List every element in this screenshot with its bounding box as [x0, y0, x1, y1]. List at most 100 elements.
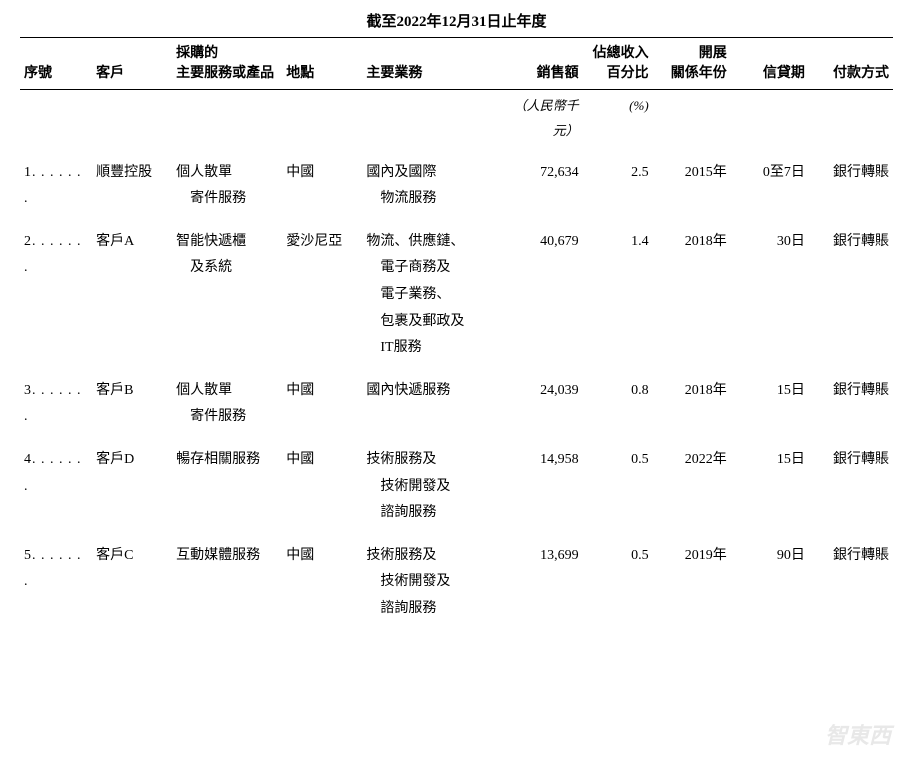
table-cell: 24,039: [493, 370, 583, 439]
business-line: 諮詢服務: [366, 500, 488, 527]
business-line: 技術開發及: [366, 474, 488, 501]
table-cell: 個人散單寄件服務: [172, 370, 282, 439]
table-cell: 0至7日: [731, 152, 809, 221]
col-header-service: 採購的 主要服務或產品: [172, 38, 282, 90]
business-line: 諮詢服務: [366, 596, 488, 623]
table-cell: 2022年: [653, 439, 731, 535]
table-cell: 14,958: [493, 439, 583, 535]
table-cell: 中國: [282, 370, 362, 439]
table-cell: 愛沙尼亞: [282, 221, 362, 370]
sales-value: 13,699: [540, 548, 579, 563]
sales-value: 14,958: [540, 452, 579, 467]
table-row: 2. . . . . . .客戶A智能快遞櫃及系統愛沙尼亞物流、供應鏈、電子商務…: [20, 221, 893, 370]
business-line: IT服務: [366, 335, 488, 362]
table-cell: 智能快遞櫃及系統: [172, 221, 282, 370]
customer-value: 客戶B: [96, 383, 133, 398]
payment-value: 銀行轉賬: [833, 383, 889, 398]
percent-value: 0.8: [631, 383, 649, 398]
table-cell: 技術服務及技術開發及諮詢服務: [362, 535, 492, 631]
table-cell: 客戶B: [92, 370, 172, 439]
table-cell: 1. . . . . . .: [20, 152, 92, 221]
sales-value: 24,039: [540, 383, 579, 398]
business-line: 國內及國際: [366, 165, 436, 180]
table-cell: 2. . . . . . .: [20, 221, 92, 370]
service-line: 寄件服務: [176, 404, 278, 431]
seq-value: 5. . . . . . .: [24, 548, 82, 590]
sales-unit: （人民幣千元）: [493, 90, 583, 152]
table-cell: 3. . . . . . .: [20, 370, 92, 439]
table-cell: 4. . . . . . .: [20, 439, 92, 535]
subheader-row: （人民幣千元） (%): [20, 90, 893, 152]
table-cell: 暢存相關服務: [172, 439, 282, 535]
service-line: 智能快遞櫃: [176, 234, 246, 249]
col-header-percent: 佔總收入 百分比: [583, 38, 653, 90]
business-line: 物流、供應鏈、: [366, 234, 464, 249]
table-row: 1. . . . . . .順豐控股個人散單寄件服務中國國內及國際物流服務72,…: [20, 152, 893, 221]
table-cell: 15日: [731, 370, 809, 439]
table-cell: 國內快遞服務: [362, 370, 492, 439]
table-cell: 互動媒體服務: [172, 535, 282, 631]
table-cell: 中國: [282, 152, 362, 221]
table-cell: 2.5: [583, 152, 653, 221]
header-row: 序號 客戶 採購的 主要服務或產品 地點 主要業務 銷售額 佔總收入 百分比 開…: [20, 38, 893, 90]
location-value: 愛沙尼亞: [286, 234, 342, 249]
year-value: 2022年: [685, 452, 727, 467]
location-value: 中國: [286, 452, 314, 467]
service-line: 及系統: [176, 255, 278, 282]
payment-value: 銀行轉賬: [833, 548, 889, 563]
table-cell: 銀行轉賬: [809, 370, 893, 439]
location-value: 中國: [286, 548, 314, 563]
service-line: 暢存相關服務: [176, 452, 260, 467]
table-cell: 銀行轉賬: [809, 439, 893, 535]
table-cell: 5. . . . . . .: [20, 535, 92, 631]
col-header-seq: 序號: [20, 38, 92, 90]
table-cell: 客戶C: [92, 535, 172, 631]
table-cell: 15日: [731, 439, 809, 535]
watermark: 智東西: [825, 718, 891, 750]
year-value: 2019年: [685, 548, 727, 563]
location-value: 中國: [286, 383, 314, 398]
business-line: 國內快遞服務: [366, 383, 450, 398]
business-line: 電子業務、: [366, 282, 488, 309]
table-cell: 40,679: [493, 221, 583, 370]
percent-value: 0.5: [631, 452, 649, 467]
seq-value: 1. . . . . . .: [24, 165, 82, 207]
table-cell: 2018年: [653, 221, 731, 370]
percent-unit: (%): [583, 90, 653, 152]
percent-value: 0.5: [631, 548, 649, 563]
col-header-location: 地點: [282, 38, 362, 90]
table-cell: 客戶A: [92, 221, 172, 370]
business-line: 技術服務及: [366, 548, 436, 563]
seq-value: 4. . . . . . .: [24, 452, 82, 494]
credit-value: 15日: [777, 383, 805, 398]
credit-value: 30日: [777, 234, 805, 249]
credit-value: 15日: [777, 452, 805, 467]
table-cell: 國內及國際物流服務: [362, 152, 492, 221]
business-line: 技術服務及: [366, 452, 436, 467]
table-row: 4. . . . . . . 客戶D 暢存相關服務 中國 技術服務及技術開發及諮詢服務 1…: [20, 439, 893, 535]
col-header-credit: 信貸期: [731, 38, 809, 90]
customer-value: 客戶D: [96, 452, 134, 467]
table-cell: 2015年: [653, 152, 731, 221]
sales-value: 40,679: [540, 234, 579, 249]
service-line: 個人散單: [176, 383, 232, 398]
col-header-payment: 付款方式: [809, 38, 893, 90]
table-cell: 90日: [731, 535, 809, 631]
table-cell: 中國: [282, 535, 362, 631]
table-cell: 0.5: [583, 439, 653, 535]
table-cell: 中國: [282, 439, 362, 535]
table-cell: 銀行轉賬: [809, 152, 893, 221]
table-row: 5. . . . . . .客戶C互動媒體服務中國 技術服務及技術開發及諮詢服務 1…: [20, 535, 893, 631]
business-line: 電子商務及: [366, 255, 488, 282]
table-cell: 0.8: [583, 370, 653, 439]
year-value: 2018年: [685, 383, 727, 398]
table-cell: 銀行轉賬: [809, 221, 893, 370]
payment-value: 銀行轉賬: [833, 452, 889, 467]
table-cell: 個人散單寄件服務: [172, 152, 282, 221]
customer-value: 順豐控股: [96, 165, 152, 180]
table-cell: 客戶D: [92, 439, 172, 535]
col-header-year: 開展 關係年份: [653, 38, 731, 90]
table-cell: 技術服務及技術開發及諮詢服務: [362, 439, 492, 535]
year-value: 2018年: [685, 234, 727, 249]
credit-value: 0至7日: [763, 165, 805, 180]
